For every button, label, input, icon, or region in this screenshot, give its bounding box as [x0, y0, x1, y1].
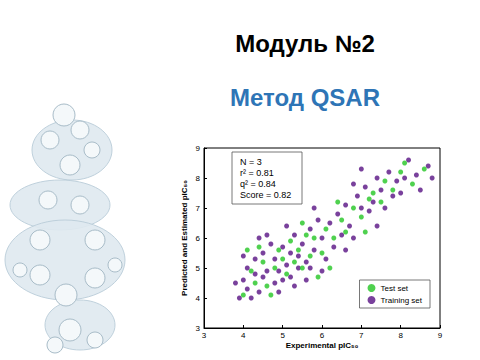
svg-text:8: 8: [196, 174, 201, 183]
svg-text:7: 7: [196, 204, 201, 213]
svg-text:q² = 0.84: q² = 0.84: [240, 179, 276, 189]
svg-text:4: 4: [196, 294, 201, 303]
svg-text:Метод QSAR: Метод QSAR: [230, 84, 380, 111]
svg-text:Training set: Training set: [381, 296, 423, 305]
svg-text:9: 9: [196, 144, 201, 153]
svg-text:4: 4: [241, 331, 246, 340]
svg-text:5: 5: [280, 331, 285, 340]
svg-text:Модуль №2: Модуль №2: [235, 30, 375, 57]
svg-text:Test set: Test set: [381, 284, 409, 293]
svg-text:3: 3: [196, 324, 201, 333]
svg-text:Predicted and Estimated pIC₅₀: Predicted and Estimated pIC₅₀: [180, 180, 189, 296]
svg-text:r² = 0.81: r² = 0.81: [240, 168, 274, 178]
svg-text:6: 6: [320, 331, 325, 340]
svg-text:5: 5: [196, 264, 201, 273]
svg-text:8: 8: [398, 331, 403, 340]
svg-text:3: 3: [202, 331, 207, 340]
svg-text:9: 9: [438, 331, 443, 340]
svg-text:N = 3: N = 3: [240, 157, 262, 167]
svg-text:Score = 0.82: Score = 0.82: [240, 190, 291, 200]
svg-text:6: 6: [196, 234, 201, 243]
svg-text:Experimental pIC₅₀: Experimental pIC₅₀: [286, 341, 359, 350]
svg-text:7: 7: [359, 331, 364, 340]
